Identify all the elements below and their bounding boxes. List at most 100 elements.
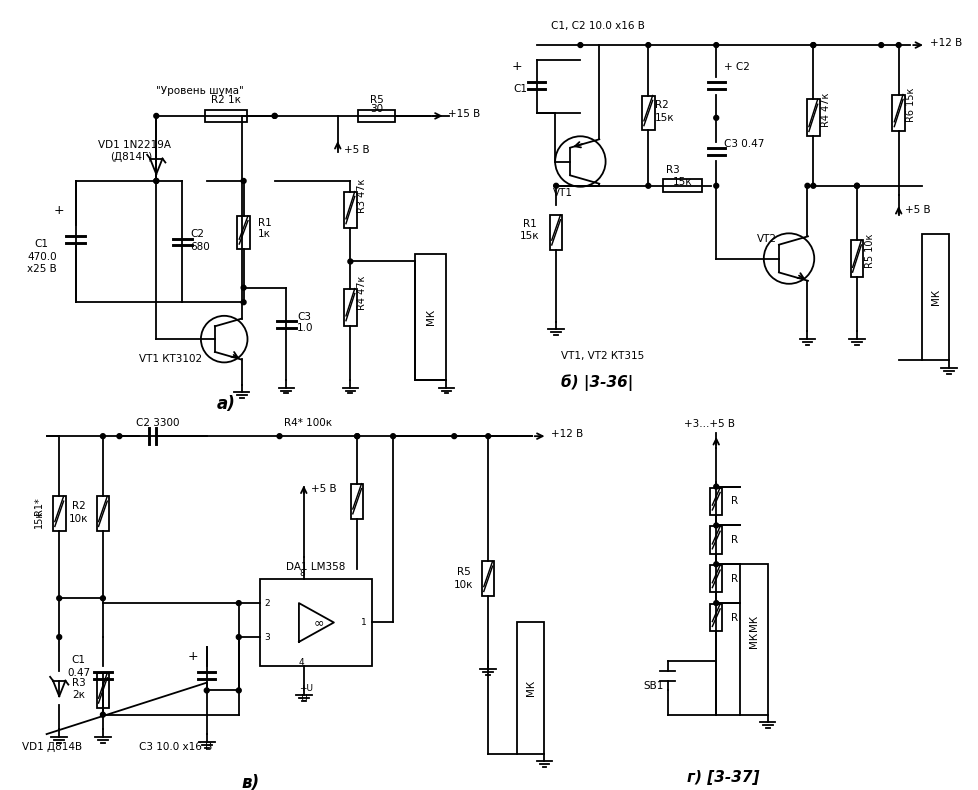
Circle shape [354, 434, 359, 438]
Text: 15к: 15к [672, 177, 691, 187]
Text: +12 В: +12 В [551, 429, 583, 439]
Bar [710, 487, 722, 515]
Text: VT1, VT2 КТ315: VT1, VT2 КТ315 [560, 351, 644, 360]
Text: 1к: 1к [258, 229, 271, 239]
Circle shape [57, 634, 62, 639]
Text: 8: 8 [298, 570, 304, 578]
Text: C2 3300: C2 3300 [136, 418, 179, 427]
Text: R: R [730, 574, 737, 584]
Text: 0.47: 0.47 [67, 668, 90, 678]
Text: МК: МК [930, 289, 940, 306]
Circle shape [241, 179, 245, 183]
Text: R3: R3 [665, 165, 679, 175]
Bar [204, 110, 247, 122]
Circle shape [713, 484, 718, 489]
Text: 15к: 15к [34, 510, 44, 528]
Bar [358, 110, 394, 122]
Circle shape [390, 434, 395, 438]
Circle shape [101, 596, 106, 600]
Bar [662, 179, 701, 192]
Circle shape [354, 434, 359, 438]
Bar [516, 623, 544, 754]
Bar [710, 526, 722, 554]
Text: +5 В: +5 В [905, 205, 930, 215]
Text: R4 47к: R4 47к [357, 276, 367, 310]
Text: 15к: 15к [654, 113, 674, 123]
Text: 1.0: 1.0 [296, 323, 313, 333]
Circle shape [154, 114, 158, 118]
Text: R: R [730, 535, 737, 545]
Bar [921, 235, 949, 360]
Circle shape [451, 434, 456, 438]
Text: R5 10к: R5 10к [864, 234, 873, 268]
Text: R1: R1 [522, 219, 536, 228]
Circle shape [713, 183, 718, 188]
Text: 2: 2 [264, 599, 269, 608]
Circle shape [272, 114, 277, 118]
Text: МК: МК [748, 615, 758, 630]
Text: R2: R2 [71, 501, 85, 511]
Bar [415, 254, 446, 380]
Circle shape [154, 179, 158, 183]
Text: R5: R5 [370, 96, 383, 105]
Text: +U
-U: +U -U [298, 683, 313, 703]
Bar [892, 95, 904, 131]
Text: "Уровень шума": "Уровень шума" [156, 85, 244, 96]
Text: DA1 LM358: DA1 LM358 [286, 562, 345, 572]
Bar [739, 564, 767, 715]
Text: г) [3-37]: г) [3-37] [687, 770, 759, 785]
Circle shape [713, 600, 718, 605]
Circle shape [154, 179, 158, 183]
Text: +: + [188, 650, 199, 663]
Circle shape [236, 634, 241, 639]
Circle shape [577, 43, 582, 47]
Text: C1: C1 [35, 239, 49, 249]
Circle shape [277, 434, 282, 438]
Bar [850, 240, 863, 277]
Text: C3 10.0 х16 В: C3 10.0 х16 В [139, 742, 212, 752]
Text: МК: МК [425, 309, 435, 325]
Bar [806, 100, 819, 137]
Bar [710, 604, 722, 631]
Bar [710, 565, 722, 592]
Text: 1: 1 [361, 618, 367, 627]
Text: C1: C1 [71, 656, 85, 665]
Text: 15к: 15к [519, 231, 539, 241]
Text: C3 0.47: C3 0.47 [724, 139, 764, 149]
Text: R4* 100к: R4* 100к [284, 418, 333, 427]
Circle shape [554, 183, 558, 188]
Text: МК: МК [748, 631, 758, 648]
Text: R5: R5 [457, 567, 470, 577]
Text: ∞: ∞ [313, 616, 323, 629]
Circle shape [713, 523, 718, 528]
Text: +5 В: +5 В [310, 483, 335, 494]
Text: R2: R2 [654, 100, 668, 111]
Circle shape [810, 43, 815, 47]
Text: 2к: 2к [72, 690, 85, 700]
Text: +: + [511, 60, 522, 73]
Circle shape [272, 114, 277, 118]
Text: +5 В: +5 В [343, 145, 369, 155]
Text: (Д814Г): (Д814Г) [110, 152, 152, 162]
Circle shape [485, 434, 490, 438]
Bar [237, 216, 249, 249]
Circle shape [101, 434, 106, 438]
Circle shape [713, 562, 718, 566]
Text: R1*: R1* [34, 497, 44, 515]
Circle shape [804, 183, 809, 188]
Text: VT2: VT2 [756, 234, 777, 244]
Text: C1: C1 [512, 84, 527, 94]
Text: VT1 КТ3102: VT1 КТ3102 [139, 353, 201, 363]
Text: +15 В: +15 В [448, 109, 480, 119]
Text: VT1: VT1 [553, 187, 572, 198]
Text: в): в) [242, 773, 259, 790]
Circle shape [241, 300, 245, 305]
Circle shape [895, 43, 900, 47]
Bar [642, 96, 654, 130]
Text: R3: R3 [71, 678, 85, 687]
Bar [350, 483, 363, 519]
Text: R4 47к: R4 47к [821, 93, 830, 127]
Text: 10к: 10к [454, 580, 473, 589]
Circle shape [810, 43, 815, 47]
Text: х25 В: х25 В [26, 264, 57, 274]
